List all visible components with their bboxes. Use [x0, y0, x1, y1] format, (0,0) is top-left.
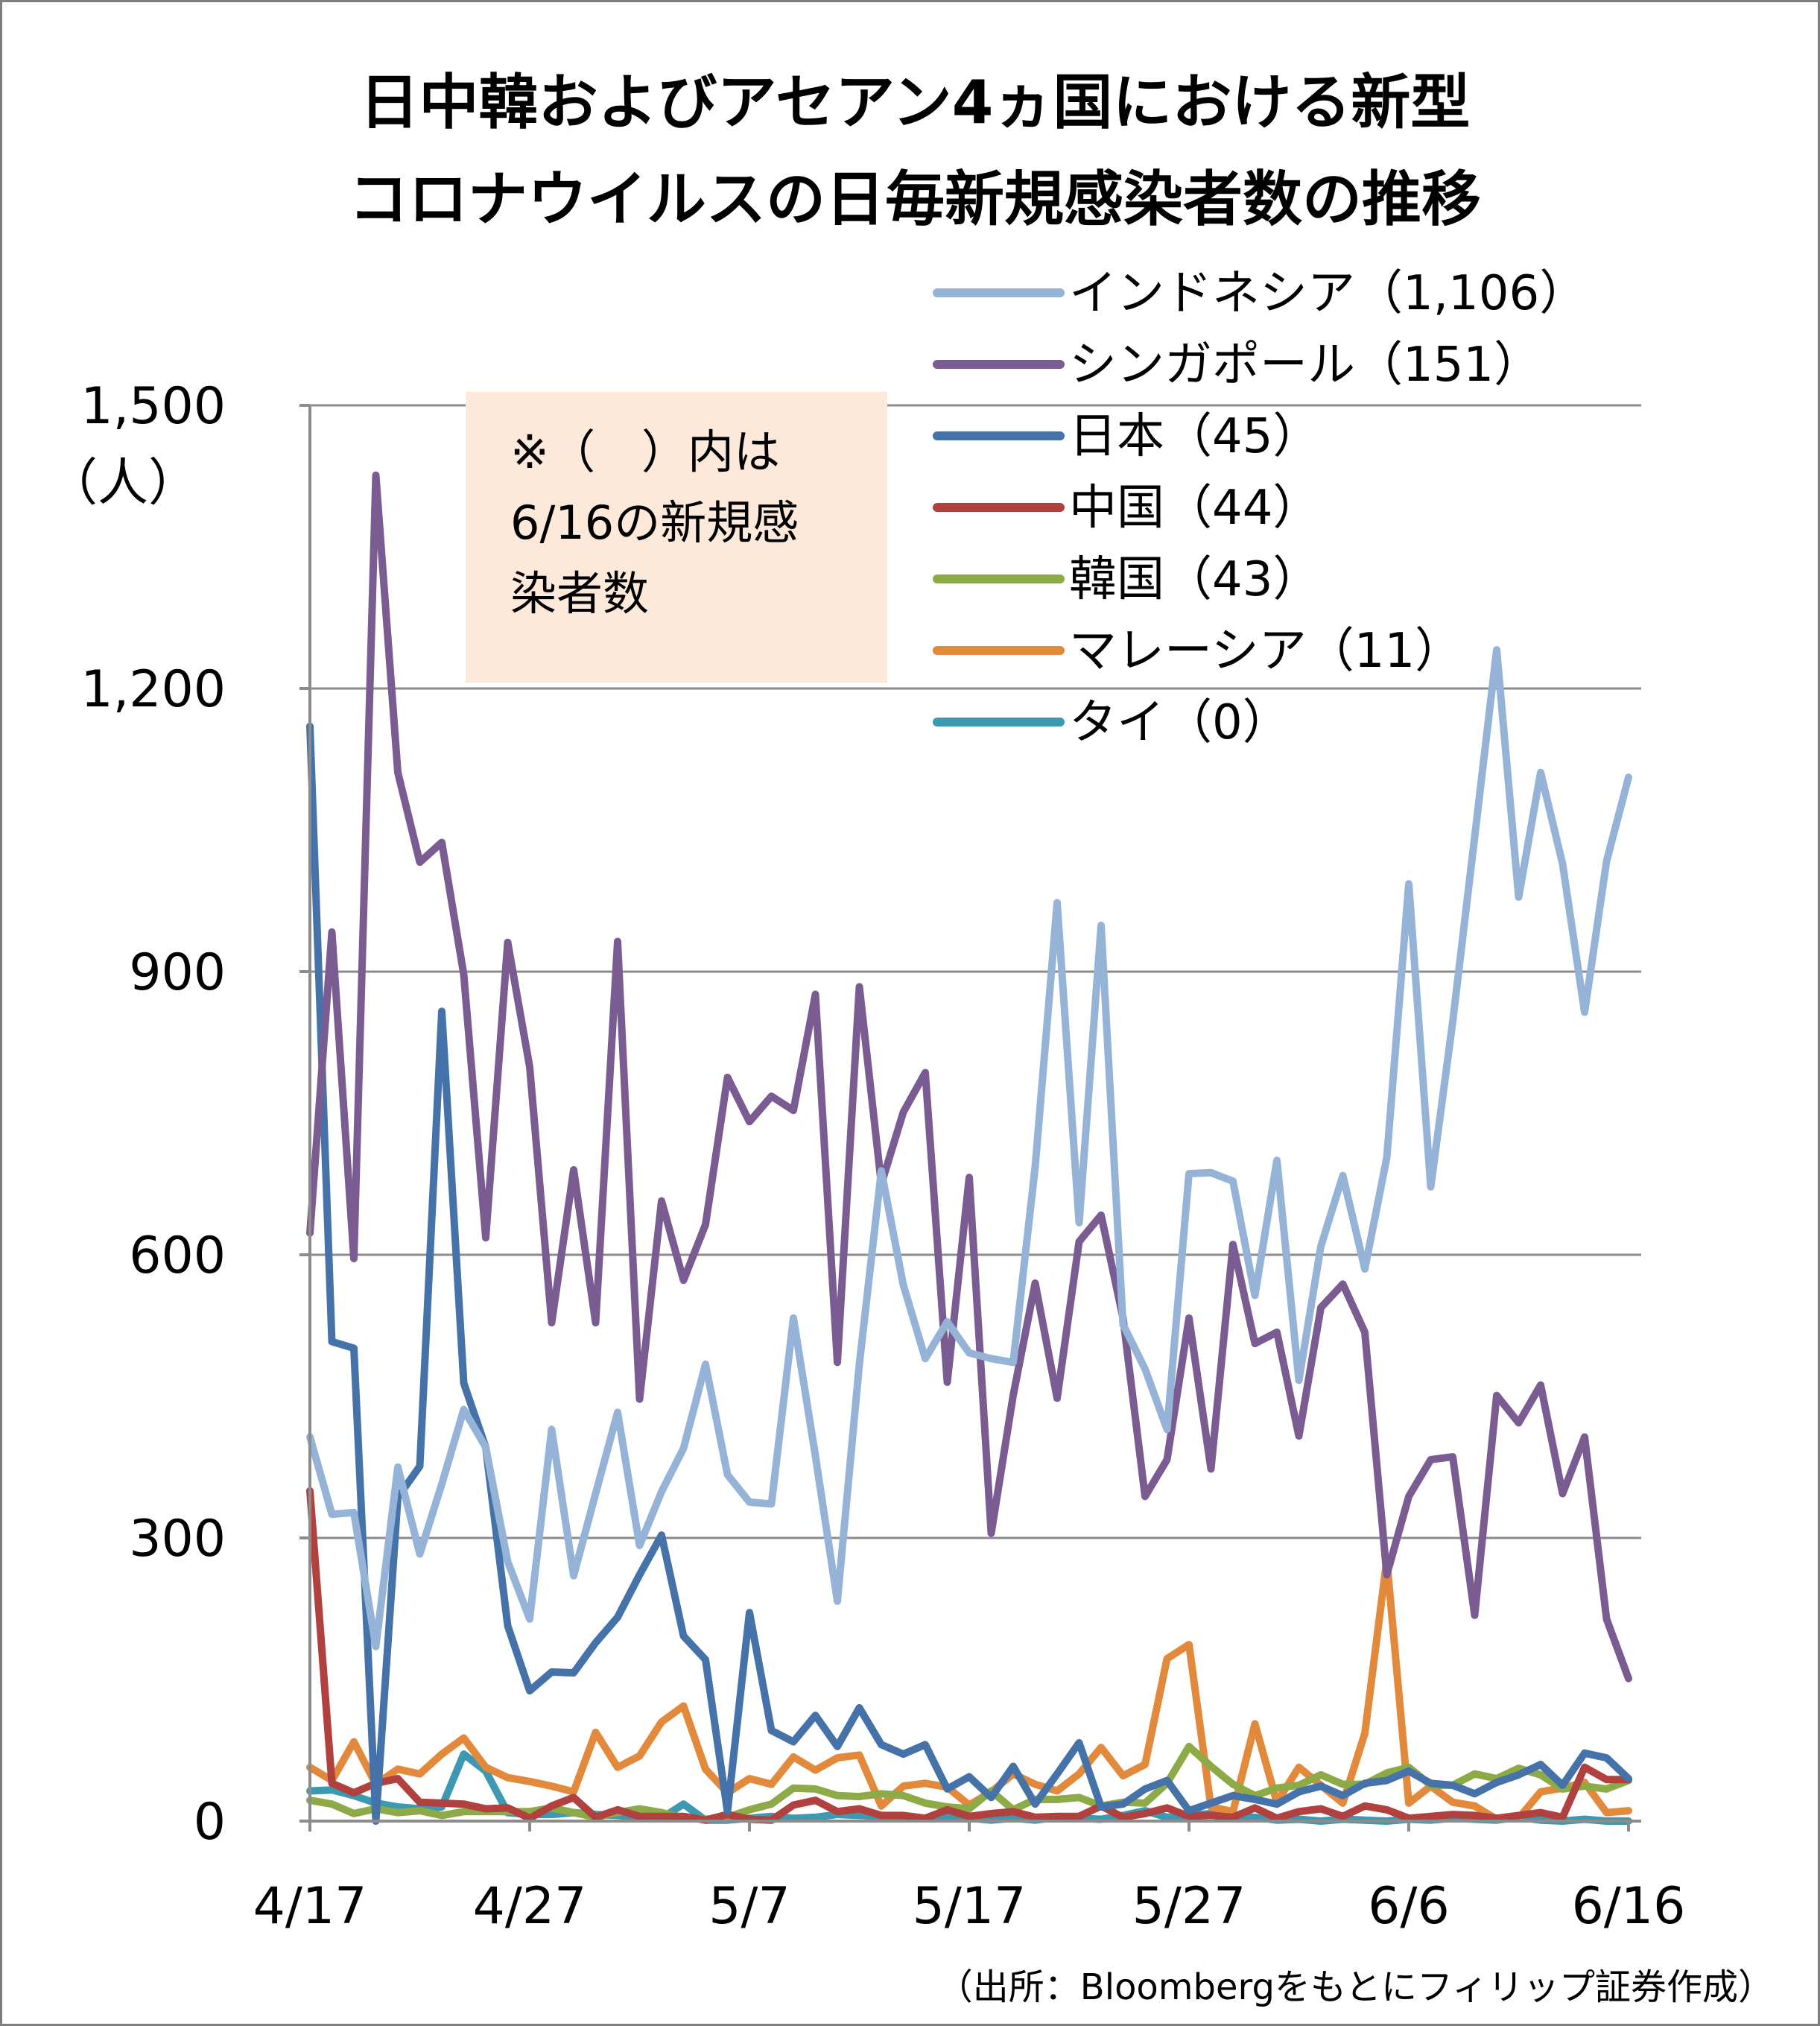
series-lines	[306, 471, 1632, 1825]
x-tick-label: 5/7	[708, 1877, 790, 1936]
source-note: （出所：Bloombergをもとにフィリップ証券作成）	[937, 1966, 1774, 2008]
series-line	[306, 1487, 1632, 1824]
y-tick-label: 900	[129, 943, 226, 1002]
series-line	[306, 1742, 1632, 1823]
y-axis-ticks: 1,500 1,200 900 600 300 0	[80, 377, 226, 1852]
legend-label: 中国（44）	[1069, 481, 1320, 536]
legend-label: インドネシア（1,106）	[1069, 266, 1587, 321]
axes	[299, 404, 1641, 1823]
legend-label: タイ（0）	[1069, 695, 1290, 750]
y-tick-label: 0	[194, 1793, 226, 1852]
y-tick-label: 600	[129, 1226, 226, 1285]
x-tick-label: 6/6	[1368, 1877, 1449, 1936]
x-tick-label: 4/27	[473, 1877, 587, 1936]
y-tick-label: 1,200	[80, 660, 226, 719]
x-axis-ticks: 4/17 4/27 5/7 5/17 5/27 6/6 6/16	[253, 1821, 1686, 1936]
y-axis-unit-label: （人）	[47, 454, 199, 513]
gridlines	[310, 404, 1641, 1539]
series-line	[306, 646, 1632, 1650]
note-line-3: 染者数	[510, 566, 649, 621]
note-line-1: ※（ ）内は	[510, 425, 780, 479]
annotation-note: ※（ ）内は 6/16の新規感 染者数	[466, 392, 887, 683]
y-tick-label: 1,500	[80, 377, 226, 436]
legend-label: 日本（45）	[1069, 409, 1320, 464]
y-tick-label: 300	[129, 1510, 226, 1568]
legend: インドネシア（1,106） シンガポール（151） 日本（45） 中国（44） 韓国（4…	[933, 266, 1587, 750]
legend-label: マレーシア（11）	[1069, 624, 1462, 679]
series-line	[306, 722, 1632, 1825]
x-tick-label: 5/27	[1132, 1877, 1246, 1936]
x-tick-label: 4/17	[253, 1877, 367, 1936]
x-tick-label: 6/16	[1572, 1877, 1686, 1936]
x-tick-label: 5/17	[913, 1877, 1027, 1936]
note-box	[466, 392, 887, 683]
chart-title-line-1: 日中韓およびアセアン4ヵ国における新型	[360, 68, 1471, 137]
legend-label: シンガポール（151）	[1069, 338, 1541, 393]
legend-label: 韓国（43）	[1069, 552, 1320, 607]
series-line	[306, 471, 1632, 1682]
note-line-2: 6/16の新規感	[510, 496, 799, 550]
chart-title-line-2: コロナウイルスの日毎新規感染者数の推移	[349, 165, 1481, 234]
